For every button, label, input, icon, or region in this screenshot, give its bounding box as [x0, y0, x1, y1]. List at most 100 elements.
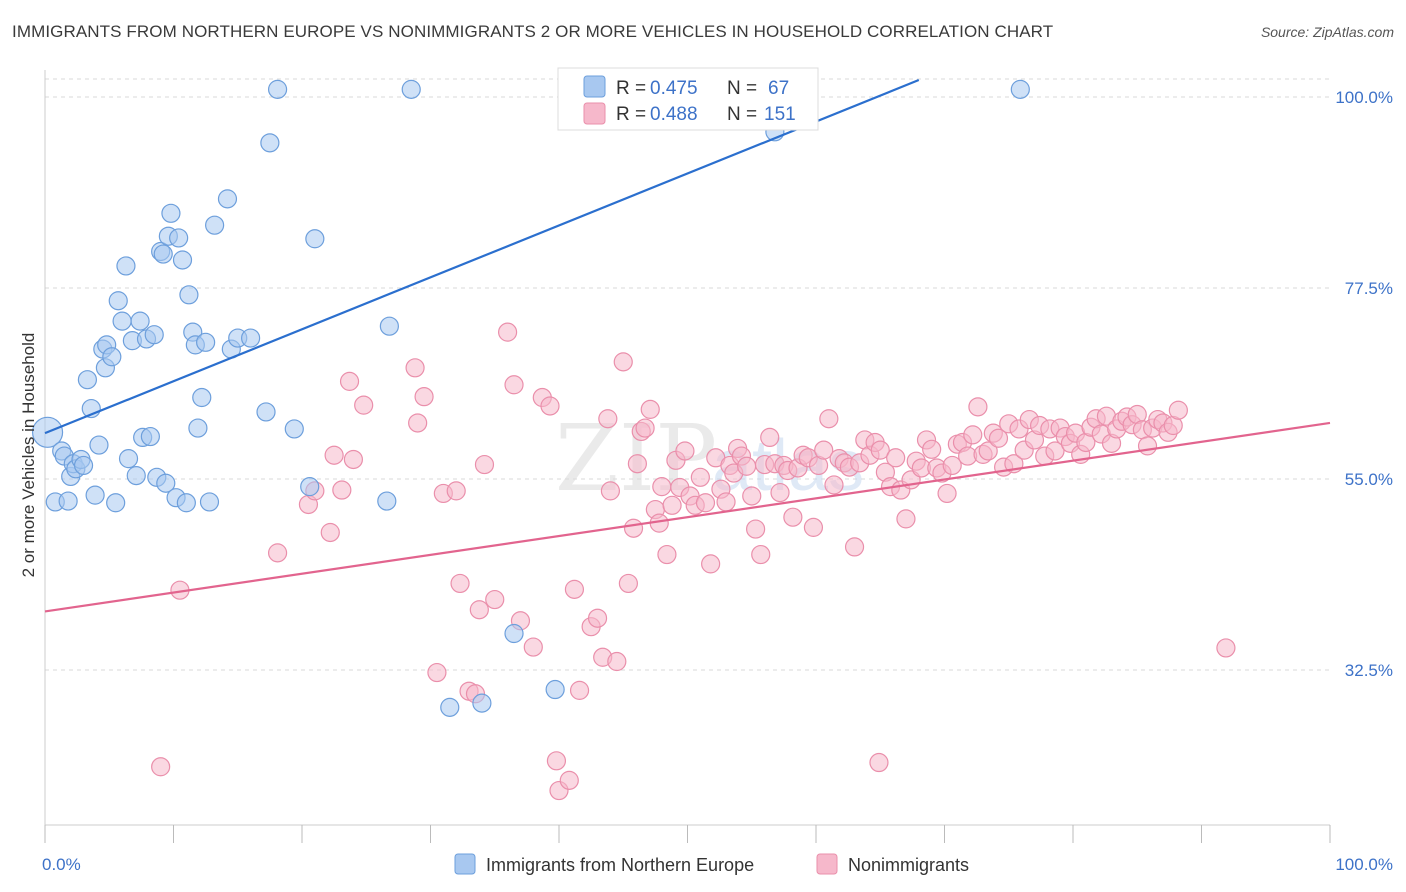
legend-swatch-blue [583, 75, 606, 98]
nonimmigrants-points [151, 322, 1236, 801]
immigrants-point-59 [379, 316, 399, 336]
immigrants-point-28 [140, 426, 160, 447]
nonimmigrants-point-89 [844, 537, 865, 557]
immigrants-point-60 [401, 79, 421, 99]
nonimmigrants-point-37 [598, 409, 618, 429]
nonimmigrants-point-62 [716, 492, 736, 512]
x-tick-label-1: 100.0% [1335, 855, 1393, 874]
immigrants-point-4 [58, 491, 78, 511]
immigrants-point-66 [1010, 79, 1030, 99]
immigrants-point-33 [156, 473, 176, 493]
nonimmigrants-point-128 [1045, 441, 1065, 461]
immigrants-point-54 [267, 79, 288, 99]
nonimmigrants-point-67 [737, 456, 757, 476]
nonimmigrants-point-152 [1168, 400, 1188, 420]
immigrants-point-63 [440, 697, 460, 717]
immigrants-point-39 [176, 493, 196, 513]
immigrants-points [31, 79, 1030, 717]
nonimmigrants-point-14 [427, 662, 447, 683]
immigrants-trend-line [44, 79, 920, 435]
nonimmigrants-point-32 [564, 579, 585, 599]
nonimmigrants-point-6 [324, 445, 344, 465]
immigrants-point-12 [85, 485, 105, 505]
immigrants-point-21 [116, 256, 136, 276]
nonimmigrants-point-108 [942, 455, 962, 476]
nonimmigrants-point-50 [657, 544, 677, 565]
nonimmigrants-point-42 [623, 518, 644, 538]
immigrants-point-55 [284, 419, 304, 439]
bottom-legend-label-1: Immigrants from Northern Europe [486, 855, 754, 875]
bottom-legend-swatch-blue [454, 853, 476, 875]
immigrants-point-9 [73, 455, 94, 476]
immigrants-point-57 [305, 229, 325, 249]
y-tick-label-2: 77.5% [1345, 279, 1393, 298]
y-tick-label-0: 32.5% [1345, 661, 1393, 680]
y-tick-label-1: 55.0% [1345, 470, 1393, 489]
nonimmigrants-point-17 [450, 573, 470, 594]
legend-r-label-2: R = [616, 104, 646, 125]
y-axis-label: 2 or more Vehicles in Household [19, 333, 38, 578]
nonimmigrants-point-72 [760, 427, 780, 448]
immigrants-point-61 [504, 623, 524, 644]
nonimmigrants-point-70 [751, 544, 771, 565]
nonimmigrants-point-57 [690, 467, 710, 487]
chart-title: IMMIGRANTS FROM NORTHERN EUROPE VS NONIM… [12, 22, 1054, 41]
immigrants-point-17 [102, 347, 122, 367]
nonimmigrants-point-2 [267, 543, 288, 563]
nonimmigrants-point-26 [523, 637, 543, 657]
immigrants-point-43 [188, 418, 208, 438]
immigrants-point-25 [130, 311, 150, 331]
immigrants-point-20 [112, 311, 132, 331]
nonimmigrants-point-85 [824, 475, 844, 495]
grid-lines [45, 78, 1330, 671]
nonimmigrants-point-12 [408, 413, 428, 433]
nonimmigrants-point-83 [814, 440, 834, 460]
immigrants-point-46 [199, 492, 220, 512]
immigrants-point-47 [205, 215, 225, 235]
legend-n-value-2: 151 [764, 104, 796, 125]
nonimmigrants-point-10 [354, 395, 374, 415]
nonimmigrants-point-24 [504, 375, 524, 395]
bottom-legend-label-2: Nonimmigrants [848, 855, 969, 875]
nonimmigrants-point-20 [469, 600, 489, 620]
nonimmigrants-point-104 [922, 439, 942, 459]
nonimmigrants-point-45 [635, 418, 655, 438]
bottom-legend-swatch-pink [816, 853, 838, 875]
immigrants-point-53 [260, 133, 280, 153]
nonimmigrants-point-146 [1137, 436, 1158, 456]
x-tick-label-0: 0.0% [42, 855, 81, 874]
nonimmigrants-point-59 [701, 554, 721, 574]
bottom-legend: Immigrants from Northern Europe Nonimmig… [454, 853, 969, 875]
legend-swatch-pink [583, 102, 606, 125]
immigrants-point-48 [217, 189, 238, 209]
legend-n-label-2: N = [727, 104, 757, 125]
immigrants-point-62 [472, 693, 492, 713]
nonimmigrants-point-113 [968, 397, 988, 417]
nonimmigrants-point-13 [414, 387, 434, 407]
nonimmigrants-point-117 [988, 428, 1009, 448]
nonimmigrants-point-84 [819, 409, 839, 429]
nonimmigrants-point-5 [320, 522, 340, 543]
immigrants-point-37 [169, 228, 189, 248]
nonimmigrants-point-77 [783, 507, 803, 527]
nonimmigrants-point-49 [652, 477, 672, 497]
trend-lines [44, 79, 1331, 613]
nonimmigrants-point-0 [151, 757, 171, 777]
nonimmigrants-point-16 [446, 481, 466, 501]
immigrants-point-32 [153, 244, 173, 264]
nonimmigrants-point-7 [332, 480, 352, 500]
immigrants-point-56 [300, 477, 320, 497]
legend-r-value-2: 0.488 [650, 104, 698, 125]
nonimmigrants-trend-line [44, 421, 1331, 613]
immigrants-point-18 [106, 493, 126, 513]
immigrants-point-19 [108, 291, 128, 311]
legend-n-value-1: 67 [768, 78, 789, 99]
nonimmigrants-point-41 [618, 573, 638, 594]
immigrants-point-52 [256, 402, 276, 422]
immigrants-point-45 [196, 332, 216, 352]
nonimmigrants-point-107 [937, 483, 957, 504]
nonimmigrants-point-43 [627, 454, 647, 474]
x-tick-labels: 0.0% 100.0% [42, 855, 1393, 874]
nonimmigrants-point-46 [640, 399, 660, 419]
